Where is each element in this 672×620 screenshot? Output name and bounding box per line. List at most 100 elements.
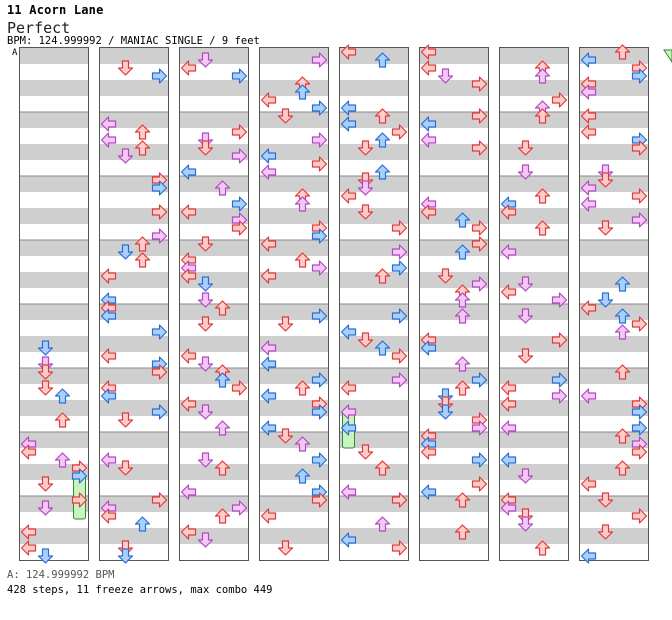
arrow-left	[180, 348, 197, 364]
beat-band	[100, 80, 168, 96]
arrow-up	[374, 108, 391, 124]
arrow-down	[517, 308, 534, 324]
beat-band	[180, 464, 248, 480]
beat-band	[20, 464, 88, 480]
beat-band	[340, 64, 408, 80]
arrow-down	[437, 68, 454, 84]
arrow-left	[260, 236, 277, 252]
beat-band	[260, 512, 328, 528]
arrow-right	[71, 492, 88, 508]
note-group	[180, 52, 248, 548]
arrow-down	[37, 380, 54, 396]
beat-band	[500, 400, 568, 416]
beat-band	[340, 288, 408, 304]
arrow-left	[100, 348, 117, 364]
arrow-right	[631, 188, 648, 204]
beat-band	[500, 144, 568, 160]
beat-band	[420, 480, 488, 496]
arrow-right	[471, 452, 488, 468]
arrow-up	[374, 268, 391, 284]
beat-band	[180, 272, 248, 288]
beat-band	[420, 128, 488, 144]
arrow-up	[374, 460, 391, 476]
arrow-right	[311, 404, 328, 420]
beat-band	[500, 448, 568, 464]
arrow-down	[517, 164, 534, 180]
note-group	[20, 340, 88, 564]
beat-band	[340, 432, 408, 448]
arrow-up	[534, 108, 551, 124]
arrow-down	[277, 108, 294, 124]
beat-band	[340, 272, 408, 288]
note-group	[340, 44, 408, 556]
beat-band	[340, 240, 408, 256]
beat-band	[180, 48, 248, 64]
arrow-right	[311, 52, 328, 68]
beat-band	[420, 240, 488, 256]
beat-band	[500, 160, 568, 176]
arrow-right	[631, 444, 648, 460]
arrow-left	[500, 244, 517, 260]
note-group	[580, 44, 648, 564]
beat-band	[340, 128, 408, 144]
beat-band	[500, 272, 568, 288]
arrow-right	[471, 108, 488, 124]
beat-band	[580, 160, 648, 176]
beat-band	[20, 80, 88, 96]
chart-column	[579, 47, 649, 561]
arrow-up	[134, 236, 151, 252]
arrow-up	[454, 380, 471, 396]
beat-band	[20, 288, 88, 304]
beat-band	[260, 224, 328, 240]
beat-band	[500, 496, 568, 512]
beat-band	[340, 80, 408, 96]
arrow-left	[500, 380, 517, 396]
beat-band	[580, 256, 648, 272]
arrow-up	[294, 252, 311, 268]
arrow-down	[117, 148, 134, 164]
arrow-left	[580, 124, 597, 140]
arrow-up	[454, 308, 471, 324]
beat-band	[20, 336, 88, 352]
arrow-down	[117, 548, 134, 564]
beat-band	[420, 272, 488, 288]
beat-band	[580, 288, 648, 304]
beat-band	[340, 352, 408, 368]
arrow-right	[391, 372, 408, 388]
beat-band	[500, 336, 568, 352]
beat-band	[180, 224, 248, 240]
beat-band	[100, 128, 168, 144]
beat-band	[420, 176, 488, 192]
arrow-up	[614, 308, 631, 324]
arrow-left	[340, 100, 357, 116]
arrow-down	[117, 244, 134, 260]
beat-band	[20, 240, 88, 256]
beat-band	[340, 448, 408, 464]
arrow-left	[500, 204, 517, 220]
beat-band	[340, 480, 408, 496]
arrow-up	[374, 340, 391, 356]
beat-band	[180, 368, 248, 384]
arrow-right	[391, 348, 408, 364]
beat-band	[180, 144, 248, 160]
arrow-left	[100, 268, 117, 284]
beat-band	[580, 224, 648, 240]
beat-band	[20, 496, 88, 512]
beat-band	[340, 544, 408, 560]
arrow-left	[180, 60, 197, 76]
arrow-right	[631, 316, 648, 332]
beat-band	[100, 224, 168, 240]
arrow-left	[100, 452, 117, 468]
chart-column	[339, 47, 409, 561]
song-title: 11 Acorn Lane	[7, 3, 104, 17]
beat-band	[340, 320, 408, 336]
beat-band	[100, 544, 168, 560]
beat-band	[500, 80, 568, 96]
beat-band	[180, 80, 248, 96]
beat-band	[180, 448, 248, 464]
arrow-left	[580, 548, 597, 564]
beat-band	[500, 224, 568, 240]
arrow-right	[391, 244, 408, 260]
arrow-down	[197, 236, 214, 252]
beat-band	[20, 256, 88, 272]
